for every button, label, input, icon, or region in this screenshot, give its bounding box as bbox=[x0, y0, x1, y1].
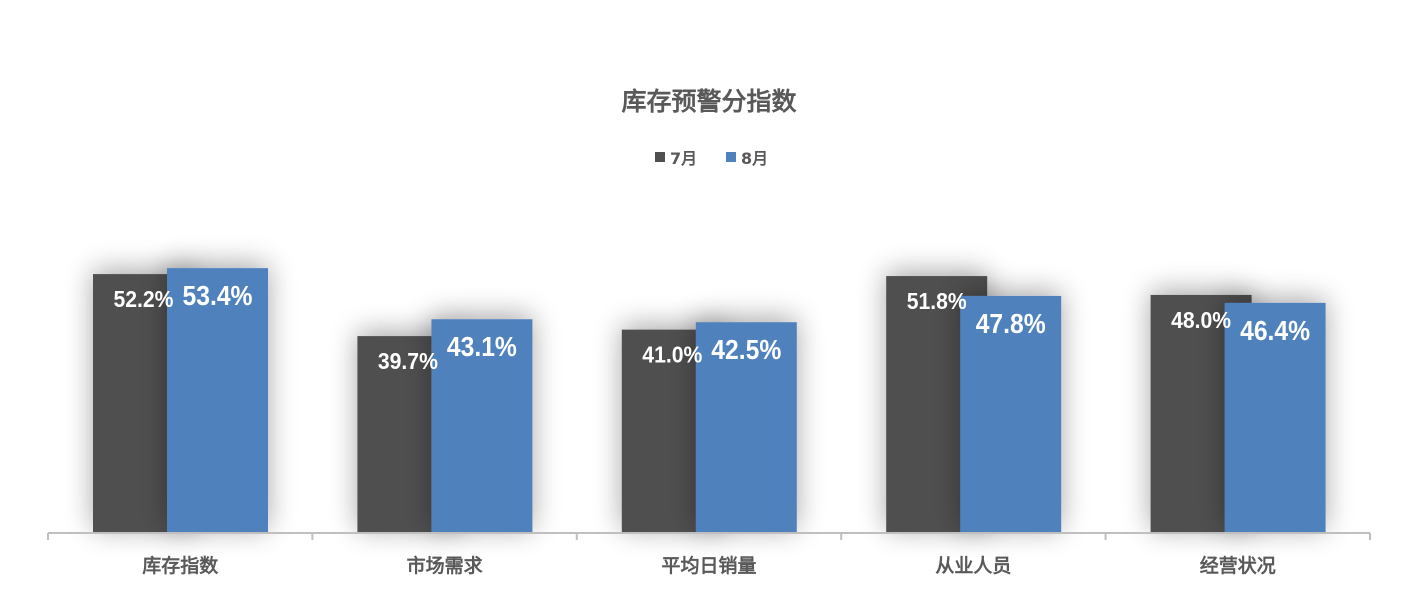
data-label: 51.8% bbox=[907, 288, 967, 314]
data-label: 48.0% bbox=[1171, 307, 1231, 333]
bar-8月 bbox=[695, 322, 797, 533]
bar-8月 bbox=[1224, 302, 1326, 533]
bar-group: 41.0% 42.5% bbox=[621, 322, 797, 533]
category-label: 经营状况 bbox=[1200, 554, 1276, 577]
legend-swatch-8月 bbox=[726, 152, 736, 162]
category-label: 平均日销量 bbox=[661, 554, 756, 577]
category-label: 从业人员 bbox=[935, 555, 1011, 577]
bar-8月 bbox=[960, 295, 1062, 533]
bar-8月 bbox=[431, 319, 533, 533]
bar-8月 bbox=[167, 268, 268, 533]
bar-group: 52.2% 53.4% bbox=[93, 268, 268, 533]
data-label: 47.8% bbox=[976, 308, 1046, 339]
legend: 7月 8月 bbox=[655, 149, 768, 168]
data-label: 41.0% bbox=[642, 342, 702, 368]
data-label: 46.4% bbox=[1240, 315, 1310, 346]
legend-swatch-7月 bbox=[655, 152, 665, 162]
category-label: 库存指数 bbox=[142, 554, 219, 577]
bar-group: 51.8% 47.8% bbox=[886, 276, 1062, 533]
legend-label-7月: 7月 bbox=[670, 149, 697, 168]
data-label: 42.5% bbox=[711, 334, 781, 365]
chart-title: 库存预警分指数 bbox=[621, 87, 797, 116]
data-label: 43.1% bbox=[447, 331, 517, 362]
bar-group: 48.0% 46.4% bbox=[1150, 294, 1326, 533]
data-label: 52.2% bbox=[114, 286, 174, 312]
data-label: 39.7% bbox=[378, 348, 438, 374]
data-label: 53.4% bbox=[183, 280, 253, 311]
bar-group: 39.7% 43.1% bbox=[357, 319, 533, 533]
legend-label-8月: 8月 bbox=[741, 149, 768, 168]
category-label: 市场需求 bbox=[407, 554, 484, 577]
